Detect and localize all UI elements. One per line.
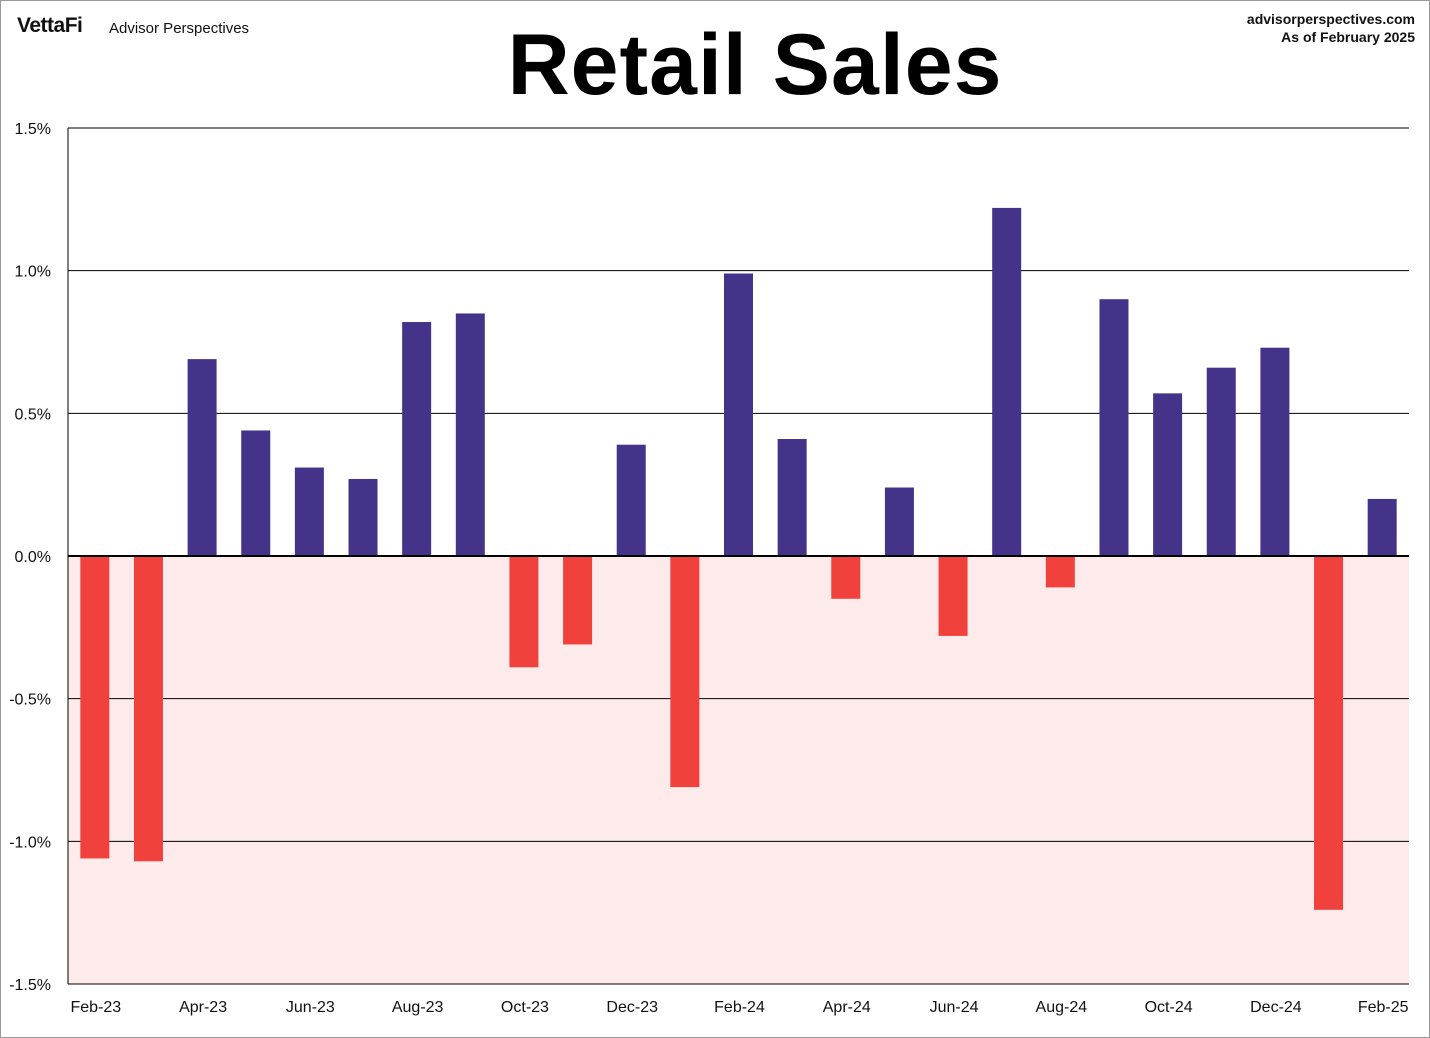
publisher-name: Advisor Perspectives — [109, 20, 250, 37]
bar-positive — [1153, 393, 1183, 556]
x-tick-label: Aug-24 — [1036, 999, 1088, 1016]
bar-negative — [133, 556, 163, 862]
bar-positive — [992, 207, 1022, 557]
bar-positive — [1099, 299, 1129, 556]
y-tick-label: 1.0% — [15, 264, 51, 281]
bar-negative — [509, 556, 539, 668]
bar-positive — [402, 322, 432, 556]
x-tick-label: Jun-24 — [930, 999, 979, 1016]
x-tick-label: Jun-23 — [286, 999, 335, 1016]
x-tick-label: Oct-23 — [501, 999, 549, 1016]
bar-positive — [884, 487, 914, 556]
y-tick-label: -1.0% — [9, 834, 51, 851]
source-info: advisorperspectives.com As of February 2… — [1247, 10, 1415, 46]
bar-positive — [1367, 498, 1397, 556]
x-tick-label: Apr-24 — [823, 999, 871, 1016]
y-tick-label: 0.5% — [15, 406, 51, 423]
x-tick-label: Dec-23 — [606, 999, 658, 1016]
negative-region — [68, 556, 1409, 984]
bar-negative — [831, 556, 861, 599]
bar-positive — [1260, 347, 1290, 556]
bar-negative — [80, 556, 110, 859]
y-tick-label: -1.5% — [9, 977, 51, 994]
y-tick-label: -0.5% — [9, 692, 51, 709]
bar-negative — [1314, 556, 1344, 910]
x-tick-label: Apr-23 — [179, 999, 227, 1016]
x-tick-label: Feb-23 — [70, 999, 121, 1016]
bar-positive — [294, 467, 324, 556]
bar-positive — [777, 439, 807, 556]
as-of-date: As of February 2025 — [1281, 29, 1415, 45]
y-tick-label: 0.0% — [15, 549, 51, 566]
bar-negative — [670, 556, 700, 788]
site-url: advisorperspectives.com — [1246, 11, 1415, 27]
x-tick-label: Aug-23 — [392, 999, 444, 1016]
bar-positive — [1206, 367, 1236, 556]
vettafi-logo: VettaFi — [17, 14, 83, 37]
bar-positive — [241, 430, 271, 556]
bar-positive — [187, 359, 217, 556]
bar-positive — [724, 273, 753, 556]
x-tick-label: Dec-24 — [1250, 999, 1302, 1016]
bar-negative — [563, 556, 593, 645]
bar-negative — [1045, 556, 1075, 588]
chart-title: Retail Sales — [507, 17, 1003, 113]
bar-positive — [455, 313, 485, 556]
bar-negative — [938, 556, 968, 636]
bar-positive — [616, 444, 646, 556]
x-tick-label: Oct-24 — [1145, 999, 1193, 1016]
bar-positive — [348, 478, 378, 556]
x-tick-label: Feb-24 — [714, 999, 765, 1016]
y-tick-label: 1.5% — [15, 121, 51, 138]
x-tick-label: Feb-25 — [1358, 999, 1409, 1016]
